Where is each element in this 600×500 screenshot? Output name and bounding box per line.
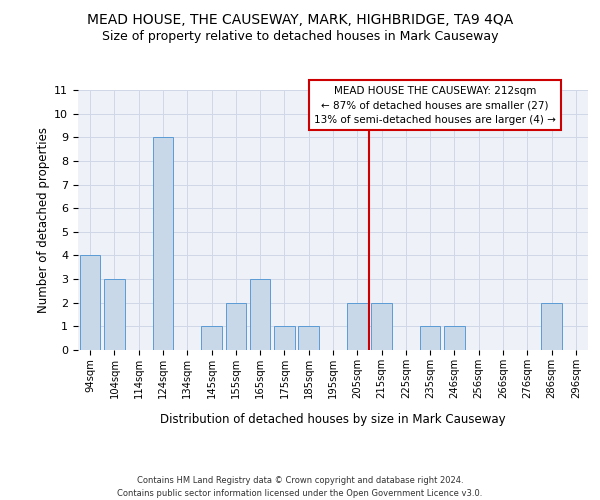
Bar xyxy=(371,302,392,350)
Y-axis label: Number of detached properties: Number of detached properties xyxy=(37,127,50,313)
Text: MEAD HOUSE THE CAUSEWAY: 212sqm
← 87% of detached houses are smaller (27)
13% of: MEAD HOUSE THE CAUSEWAY: 212sqm ← 87% of… xyxy=(314,86,556,125)
Text: MEAD HOUSE, THE CAUSEWAY, MARK, HIGHBRIDGE, TA9 4QA: MEAD HOUSE, THE CAUSEWAY, MARK, HIGHBRID… xyxy=(87,12,513,26)
Text: Contains HM Land Registry data © Crown copyright and database right 2024.
Contai: Contains HM Land Registry data © Crown c… xyxy=(118,476,482,498)
Bar xyxy=(250,279,271,350)
Bar xyxy=(104,279,125,350)
Bar xyxy=(152,138,173,350)
Text: Size of property relative to detached houses in Mark Causeway: Size of property relative to detached ho… xyxy=(102,30,498,43)
Bar xyxy=(80,256,100,350)
Bar xyxy=(420,326,440,350)
Text: Distribution of detached houses by size in Mark Causeway: Distribution of detached houses by size … xyxy=(160,412,506,426)
Bar xyxy=(226,302,246,350)
Bar xyxy=(201,326,222,350)
Bar xyxy=(347,302,368,350)
Bar xyxy=(274,326,295,350)
Bar xyxy=(444,326,465,350)
Bar xyxy=(298,326,319,350)
Bar xyxy=(541,302,562,350)
